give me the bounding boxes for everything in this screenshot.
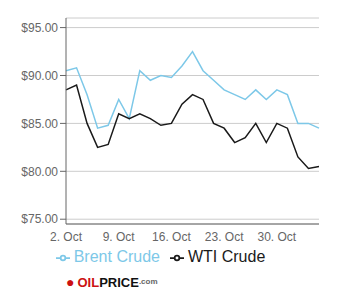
svg-text:30. Oct: 30. Oct: [257, 230, 296, 244]
svg-text:$75.00: $75.00: [21, 212, 58, 226]
svg-text:23. Oct: 23. Oct: [205, 230, 244, 244]
svg-text:$85.00: $85.00: [21, 117, 58, 131]
svg-text:$95.00: $95.00: [21, 21, 58, 35]
svg-text:$80.00: $80.00: [21, 165, 58, 179]
html-text:Brent Crude: Brent Crude: [73, 248, 160, 265]
svg-text:$90.00: $90.00: [21, 69, 58, 83]
html-text:WTI Crude: WTI Crude: [188, 248, 266, 265]
svg-text:2. Oct: 2. Oct: [50, 230, 83, 244]
svg-text:9. Oct: 9. Oct: [103, 230, 136, 244]
svg-text:16. Oct: 16. Oct: [152, 230, 191, 244]
html-text:● OIL PRICE.com: ● OIL PRICE.com: [66, 274, 158, 290]
